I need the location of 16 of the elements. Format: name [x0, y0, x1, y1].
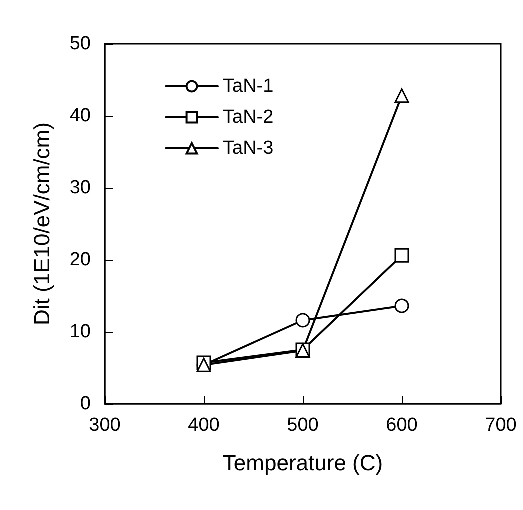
y-tick-label: 30: [70, 178, 91, 198]
y-tick-label: 10: [70, 322, 91, 342]
x-axis-title: Temperature (C): [222, 450, 384, 476]
y-tick-label: 50: [70, 34, 91, 54]
x-tick-label: 500: [287, 415, 319, 436]
x-tick-label: 600: [386, 415, 418, 436]
y-tick-label: 20: [70, 250, 91, 270]
x-tick-label: 700: [485, 415, 517, 436]
x-tick-label: 300: [89, 415, 121, 436]
y-tick-label: 40: [70, 106, 91, 126]
legend-label: TaN-3: [223, 138, 274, 159]
legend-label: TaN-2: [223, 107, 274, 128]
legend-label: TaN-1: [223, 76, 274, 97]
y-tick-label: 0: [80, 394, 91, 414]
x-tick-label: 400: [188, 415, 220, 436]
y-axis-title: Dit (1E10/eV/cm/cm): [30, 122, 54, 326]
